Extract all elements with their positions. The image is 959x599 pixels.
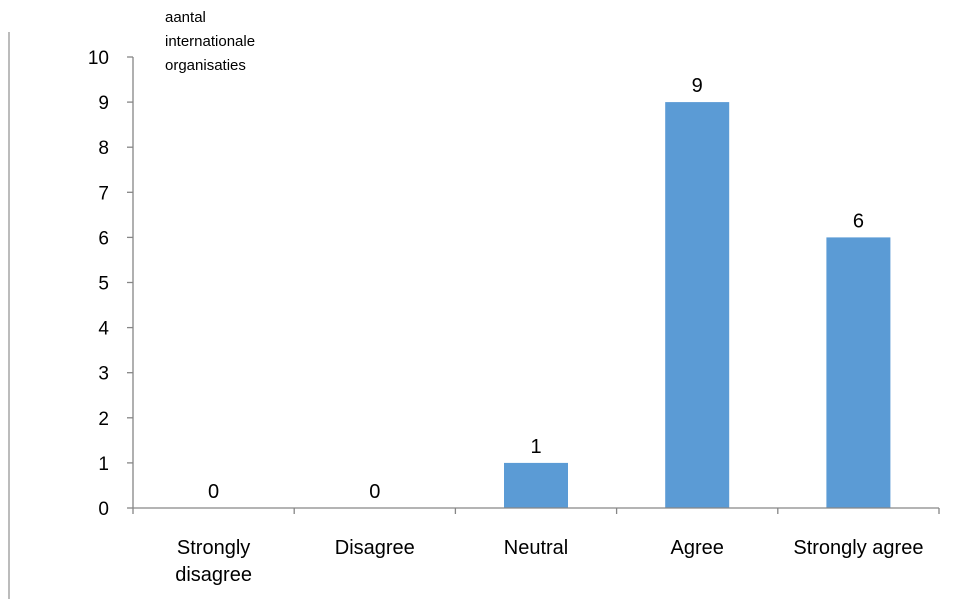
y-axis-title-line: internationale (165, 33, 255, 50)
x-category-label: Disagree (335, 537, 415, 559)
x-category-label: Strongly agree (793, 537, 923, 559)
y-tick-label: 1 (98, 454, 109, 475)
y-tick-label: 10 (88, 48, 109, 69)
data-label: 1 (530, 436, 541, 458)
y-tick-label: 3 (98, 364, 109, 385)
axes (132, 57, 939, 509)
x-category-label: Strongly (177, 537, 250, 559)
y-tick-label: 0 (98, 499, 109, 520)
data-label: 0 (208, 481, 219, 503)
y-axis-title: aantal internationale organisaties (165, 9, 255, 74)
bar (665, 102, 730, 508)
y-tick-label: 5 (98, 274, 109, 295)
y-tick-label: 2 (98, 409, 109, 430)
y-tick-label: 9 (98, 93, 109, 114)
data-labels: 0 0 1 9 6 (208, 75, 864, 503)
data-label: 0 (369, 481, 380, 503)
bars (504, 102, 891, 508)
y-tick-label: 6 (98, 228, 109, 249)
y-tick-label: 8 (98, 138, 109, 159)
y-tick-label: 7 (98, 183, 109, 204)
data-label: 9 (692, 75, 703, 97)
y-axis-title-line: aantal (165, 9, 206, 26)
y-tick-label: 4 (98, 319, 109, 340)
x-category-label: Agree (671, 537, 724, 559)
x-category-label: Neutral (504, 537, 568, 559)
x-category-label: disagree (175, 564, 252, 586)
bar (826, 237, 891, 508)
y-axis-title-line: organisaties (165, 57, 246, 74)
bar (504, 462, 568, 508)
x-axis-ticks: Strongly disagree Disagree Neutral Agree Stro… (132, 508, 940, 586)
data-label: 6 (853, 210, 864, 232)
y-axis-ticks: 0 1 2 3 4 5 6 7 8 9 10 (88, 48, 133, 520)
